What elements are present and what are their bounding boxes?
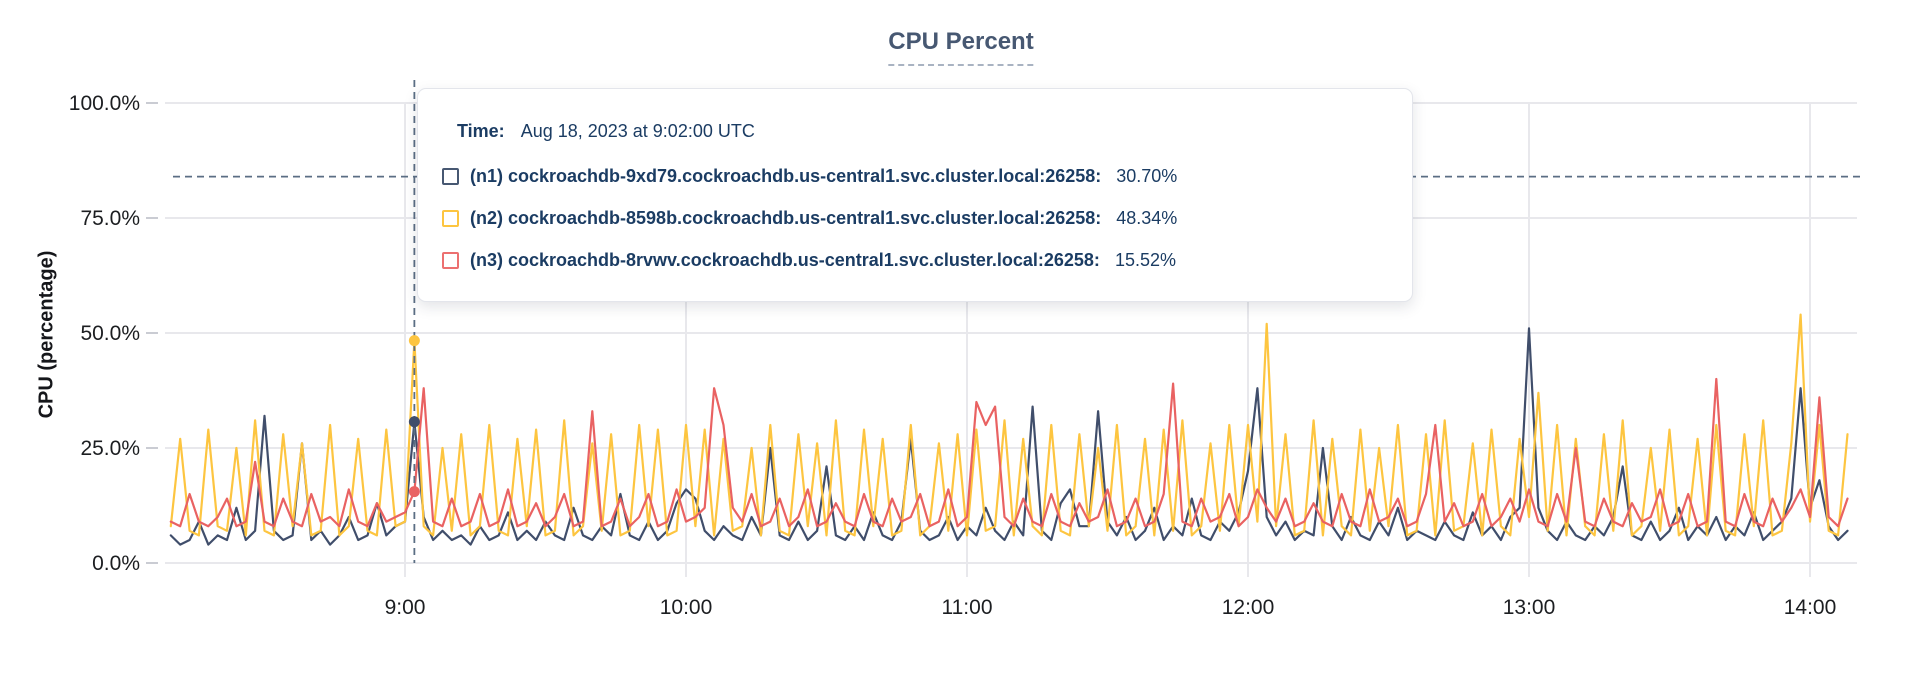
y-tick-label: 50.0% [80,322,140,345]
y-tick-label: 75.0% [80,207,140,230]
tooltip-time-label: Time: [457,121,505,141]
series-swatch-icon [442,252,459,269]
series-swatch-icon [442,168,459,185]
series-value: 15.52% [1114,250,1176,270]
x-tick-label: 11:00 [942,596,993,619]
series-value: 48.34% [1116,208,1178,228]
x-tick-label: 10:00 [660,596,713,619]
series-name: (n3) cockroachdb-8rvwv.cockroachdb.us-ce… [470,250,1100,270]
series-line-n2 [169,313,1849,537]
series-name: (n2) cockroachdb-8598b.cockroachdb.us-ce… [470,208,1102,228]
chart-tooltip: Time: Aug 18, 2023 at 9:02:00 UTC (n1) co… [417,88,1413,302]
y-tick-label: 0.0% [92,552,140,575]
y-tick-label: 100.0% [69,92,140,115]
tooltip-series-row: (n2) cockroachdb-8598b.cockroachdb.us-ce… [442,208,1384,229]
series-line-n3 [169,377,1849,528]
series-value: 30.70% [1116,166,1178,186]
tooltip-time-value: Aug 18, 2023 at 9:02:00 UTC [520,121,755,141]
y-tick-label: 25.0% [80,437,140,460]
chart-title[interactable]: CPU Percent [888,28,1034,66]
series-swatch-icon [442,210,459,227]
x-tick-label: 12:00 [1222,596,1275,619]
x-tick-label: 14:00 [1784,596,1837,619]
tooltip-series-row: (n1) cockroachdb-9xd79.cockroachdb.us-ce… [442,166,1384,187]
hover-point-n1 [408,416,420,428]
x-tick-label: 9:00 [385,596,426,619]
tooltip-series-row: (n3) cockroachdb-8rvwv.cockroachdb.us-ce… [442,250,1384,271]
hover-point-n3 [408,486,420,498]
tooltip-time-row: Time: Aug 18, 2023 at 9:02:00 UTC [457,121,1384,142]
x-tick-label: 13:00 [1503,596,1556,619]
hover-point-n2 [408,335,420,347]
series-name: (n1) cockroachdb-9xd79.cockroachdb.us-ce… [470,166,1102,186]
